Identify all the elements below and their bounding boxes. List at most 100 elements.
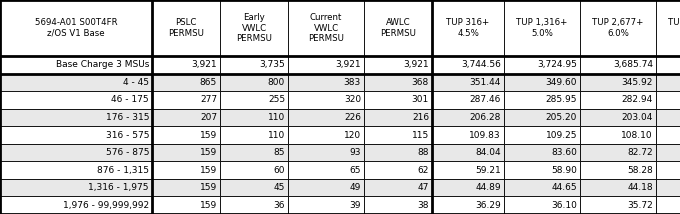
Text: 159: 159 <box>200 183 217 192</box>
Bar <box>152 56 220 74</box>
Bar <box>288 56 364 74</box>
Text: 46 - 175: 46 - 175 <box>112 95 149 104</box>
Text: 3,735: 3,735 <box>259 60 285 69</box>
Bar <box>580 144 656 161</box>
Text: TUP 5,477+
7.0%: TUP 5,477+ 7.0% <box>668 18 680 38</box>
Bar <box>0 196 152 214</box>
Text: 3,921: 3,921 <box>335 60 361 69</box>
Bar <box>364 161 432 179</box>
Bar <box>656 74 680 91</box>
Bar <box>580 56 656 74</box>
Text: 83.60: 83.60 <box>551 148 577 157</box>
Bar <box>656 196 680 214</box>
Bar <box>152 109 220 126</box>
Bar <box>288 179 364 196</box>
Text: TUP 316+
4.5%: TUP 316+ 4.5% <box>446 18 490 38</box>
Bar <box>220 74 288 91</box>
Text: 3,921: 3,921 <box>403 60 429 69</box>
Text: AWLC
PERMSU: AWLC PERMSU <box>380 18 416 38</box>
Text: 383: 383 <box>344 78 361 87</box>
Bar <box>504 179 580 196</box>
Bar <box>364 91 432 109</box>
Text: 159: 159 <box>200 131 217 140</box>
Text: 38: 38 <box>418 201 429 210</box>
Bar <box>580 196 656 214</box>
Text: 865: 865 <box>200 78 217 87</box>
Text: 159: 159 <box>200 148 217 157</box>
Bar <box>504 56 580 74</box>
Bar <box>0 91 152 109</box>
Bar <box>152 179 220 196</box>
Bar <box>152 91 220 109</box>
Text: 277: 277 <box>200 95 217 104</box>
Bar <box>220 179 288 196</box>
Text: 85: 85 <box>273 148 285 157</box>
Text: 115: 115 <box>412 131 429 140</box>
Text: Base Charge 3 MSUs: Base Charge 3 MSUs <box>56 60 149 69</box>
Text: TUP 2,677+
6.0%: TUP 2,677+ 6.0% <box>592 18 644 38</box>
Text: 47: 47 <box>418 183 429 192</box>
Bar <box>656 144 680 161</box>
Bar <box>432 109 504 126</box>
Bar <box>0 179 152 196</box>
Bar <box>152 144 220 161</box>
Bar <box>288 91 364 109</box>
Bar <box>656 56 680 74</box>
Bar <box>0 56 152 74</box>
Bar <box>364 196 432 214</box>
Bar <box>288 74 364 91</box>
Text: PSLC
PERMSU: PSLC PERMSU <box>168 18 204 38</box>
Text: 120: 120 <box>344 131 361 140</box>
Bar <box>288 126 364 144</box>
Text: 3,744.56: 3,744.56 <box>461 60 501 69</box>
Text: 59.21: 59.21 <box>475 166 501 175</box>
Bar <box>364 109 432 126</box>
Bar <box>0 109 152 126</box>
Bar <box>220 0 288 56</box>
Bar <box>0 144 152 161</box>
Text: 226: 226 <box>344 113 361 122</box>
Bar <box>288 196 364 214</box>
Text: 159: 159 <box>200 166 217 175</box>
Bar <box>152 161 220 179</box>
Bar <box>656 0 680 56</box>
Text: 108.10: 108.10 <box>622 131 653 140</box>
Text: 44.65: 44.65 <box>551 183 577 192</box>
Text: 4 - 45: 4 - 45 <box>123 78 149 87</box>
Bar <box>656 161 680 179</box>
Text: 800: 800 <box>268 78 285 87</box>
Bar <box>504 74 580 91</box>
Bar <box>656 179 680 196</box>
Text: 301: 301 <box>412 95 429 104</box>
Text: 282.94: 282.94 <box>622 95 653 104</box>
Text: TUP 1,316+
5.0%: TUP 1,316+ 5.0% <box>516 18 568 38</box>
Bar <box>656 126 680 144</box>
Bar <box>364 144 432 161</box>
Bar <box>288 161 364 179</box>
Text: 1,976 - 99,999,992: 1,976 - 99,999,992 <box>63 201 149 210</box>
Text: 206.28: 206.28 <box>470 113 501 122</box>
Text: 62: 62 <box>418 166 429 175</box>
Bar <box>432 74 504 91</box>
Bar <box>220 91 288 109</box>
Bar <box>580 91 656 109</box>
Bar <box>0 74 152 91</box>
Bar <box>432 91 504 109</box>
Text: Current
VWLC
PERMSU: Current VWLC PERMSU <box>308 13 344 43</box>
Text: 203.04: 203.04 <box>622 113 653 122</box>
Text: 368: 368 <box>412 78 429 87</box>
Text: 88: 88 <box>418 148 429 157</box>
Bar <box>152 126 220 144</box>
Bar <box>580 126 656 144</box>
Bar <box>504 144 580 161</box>
Text: 285.95: 285.95 <box>545 95 577 104</box>
Bar <box>364 56 432 74</box>
Text: 1,316 - 1,975: 1,316 - 1,975 <box>88 183 149 192</box>
Bar <box>432 126 504 144</box>
Bar <box>504 161 580 179</box>
Text: 320: 320 <box>344 95 361 104</box>
Text: 576 - 875: 576 - 875 <box>105 148 149 157</box>
Text: Early
VWLC
PERMSU: Early VWLC PERMSU <box>236 13 272 43</box>
Text: 44.89: 44.89 <box>475 183 501 192</box>
Text: 110: 110 <box>268 131 285 140</box>
